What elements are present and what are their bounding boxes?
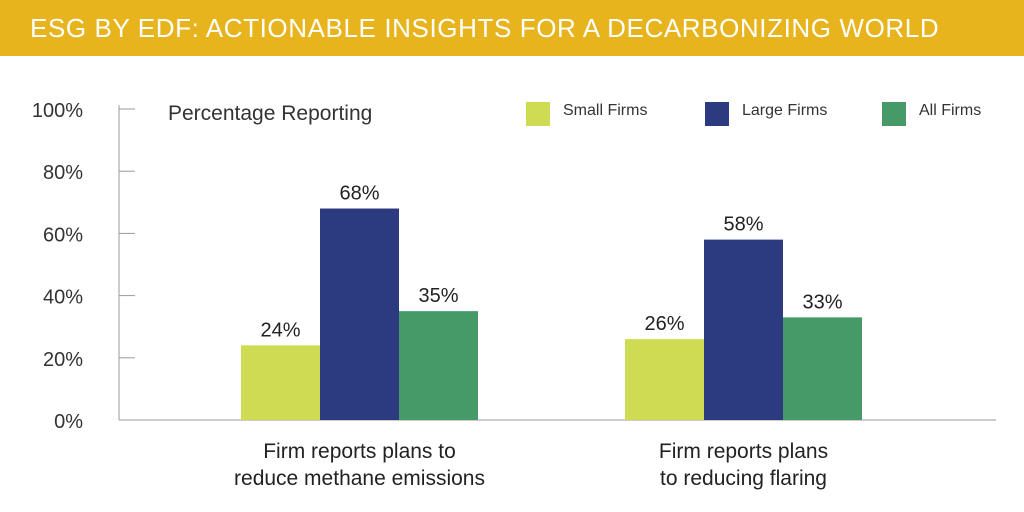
bar-all-firms (399, 311, 478, 420)
data-label: 26% (644, 313, 684, 335)
x-category-label: to reducing flaring (660, 467, 827, 490)
bar-small-firms (241, 345, 320, 420)
data-label: 35% (418, 285, 458, 307)
legend-swatch-large-firms (705, 102, 729, 126)
y-tick-label: 20% (43, 349, 83, 371)
bar-all-firms (783, 317, 862, 420)
y-tick-label: 40% (43, 287, 83, 309)
legend-swatch-small-firms (526, 102, 550, 126)
x-category-label: reduce methane emissions (234, 467, 485, 490)
y-tick-label: 60% (43, 224, 83, 246)
data-label: 24% (260, 319, 300, 341)
header-banner: ESG BY EDF: ACTIONABLE INSIGHTS FOR A DE… (0, 0, 1024, 56)
y-tick-label: 80% (43, 162, 83, 184)
data-label: 68% (339, 183, 379, 205)
x-category-label: Firm reports plans to (263, 440, 456, 463)
data-label: 33% (802, 291, 842, 313)
bar-large-firms (320, 208, 399, 420)
x-category-label: Firm reports plans (659, 440, 828, 463)
legend-label: Small Firms (563, 102, 647, 119)
data-label: 58% (723, 214, 763, 236)
banner-title: ESG BY EDF: ACTIONABLE INSIGHTS FOR A DE… (30, 12, 940, 43)
y-axis-title: Percentage Reporting (168, 102, 372, 125)
y-tick-label: 0% (54, 411, 83, 433)
bar-small-firms (625, 339, 704, 420)
legend-label: All Firms (919, 102, 981, 119)
bar-large-firms (704, 239, 783, 420)
legend-label: Large Firms (742, 102, 827, 119)
y-tick-label: 100% (32, 100, 83, 122)
legend-swatch-all-firms (882, 102, 906, 126)
